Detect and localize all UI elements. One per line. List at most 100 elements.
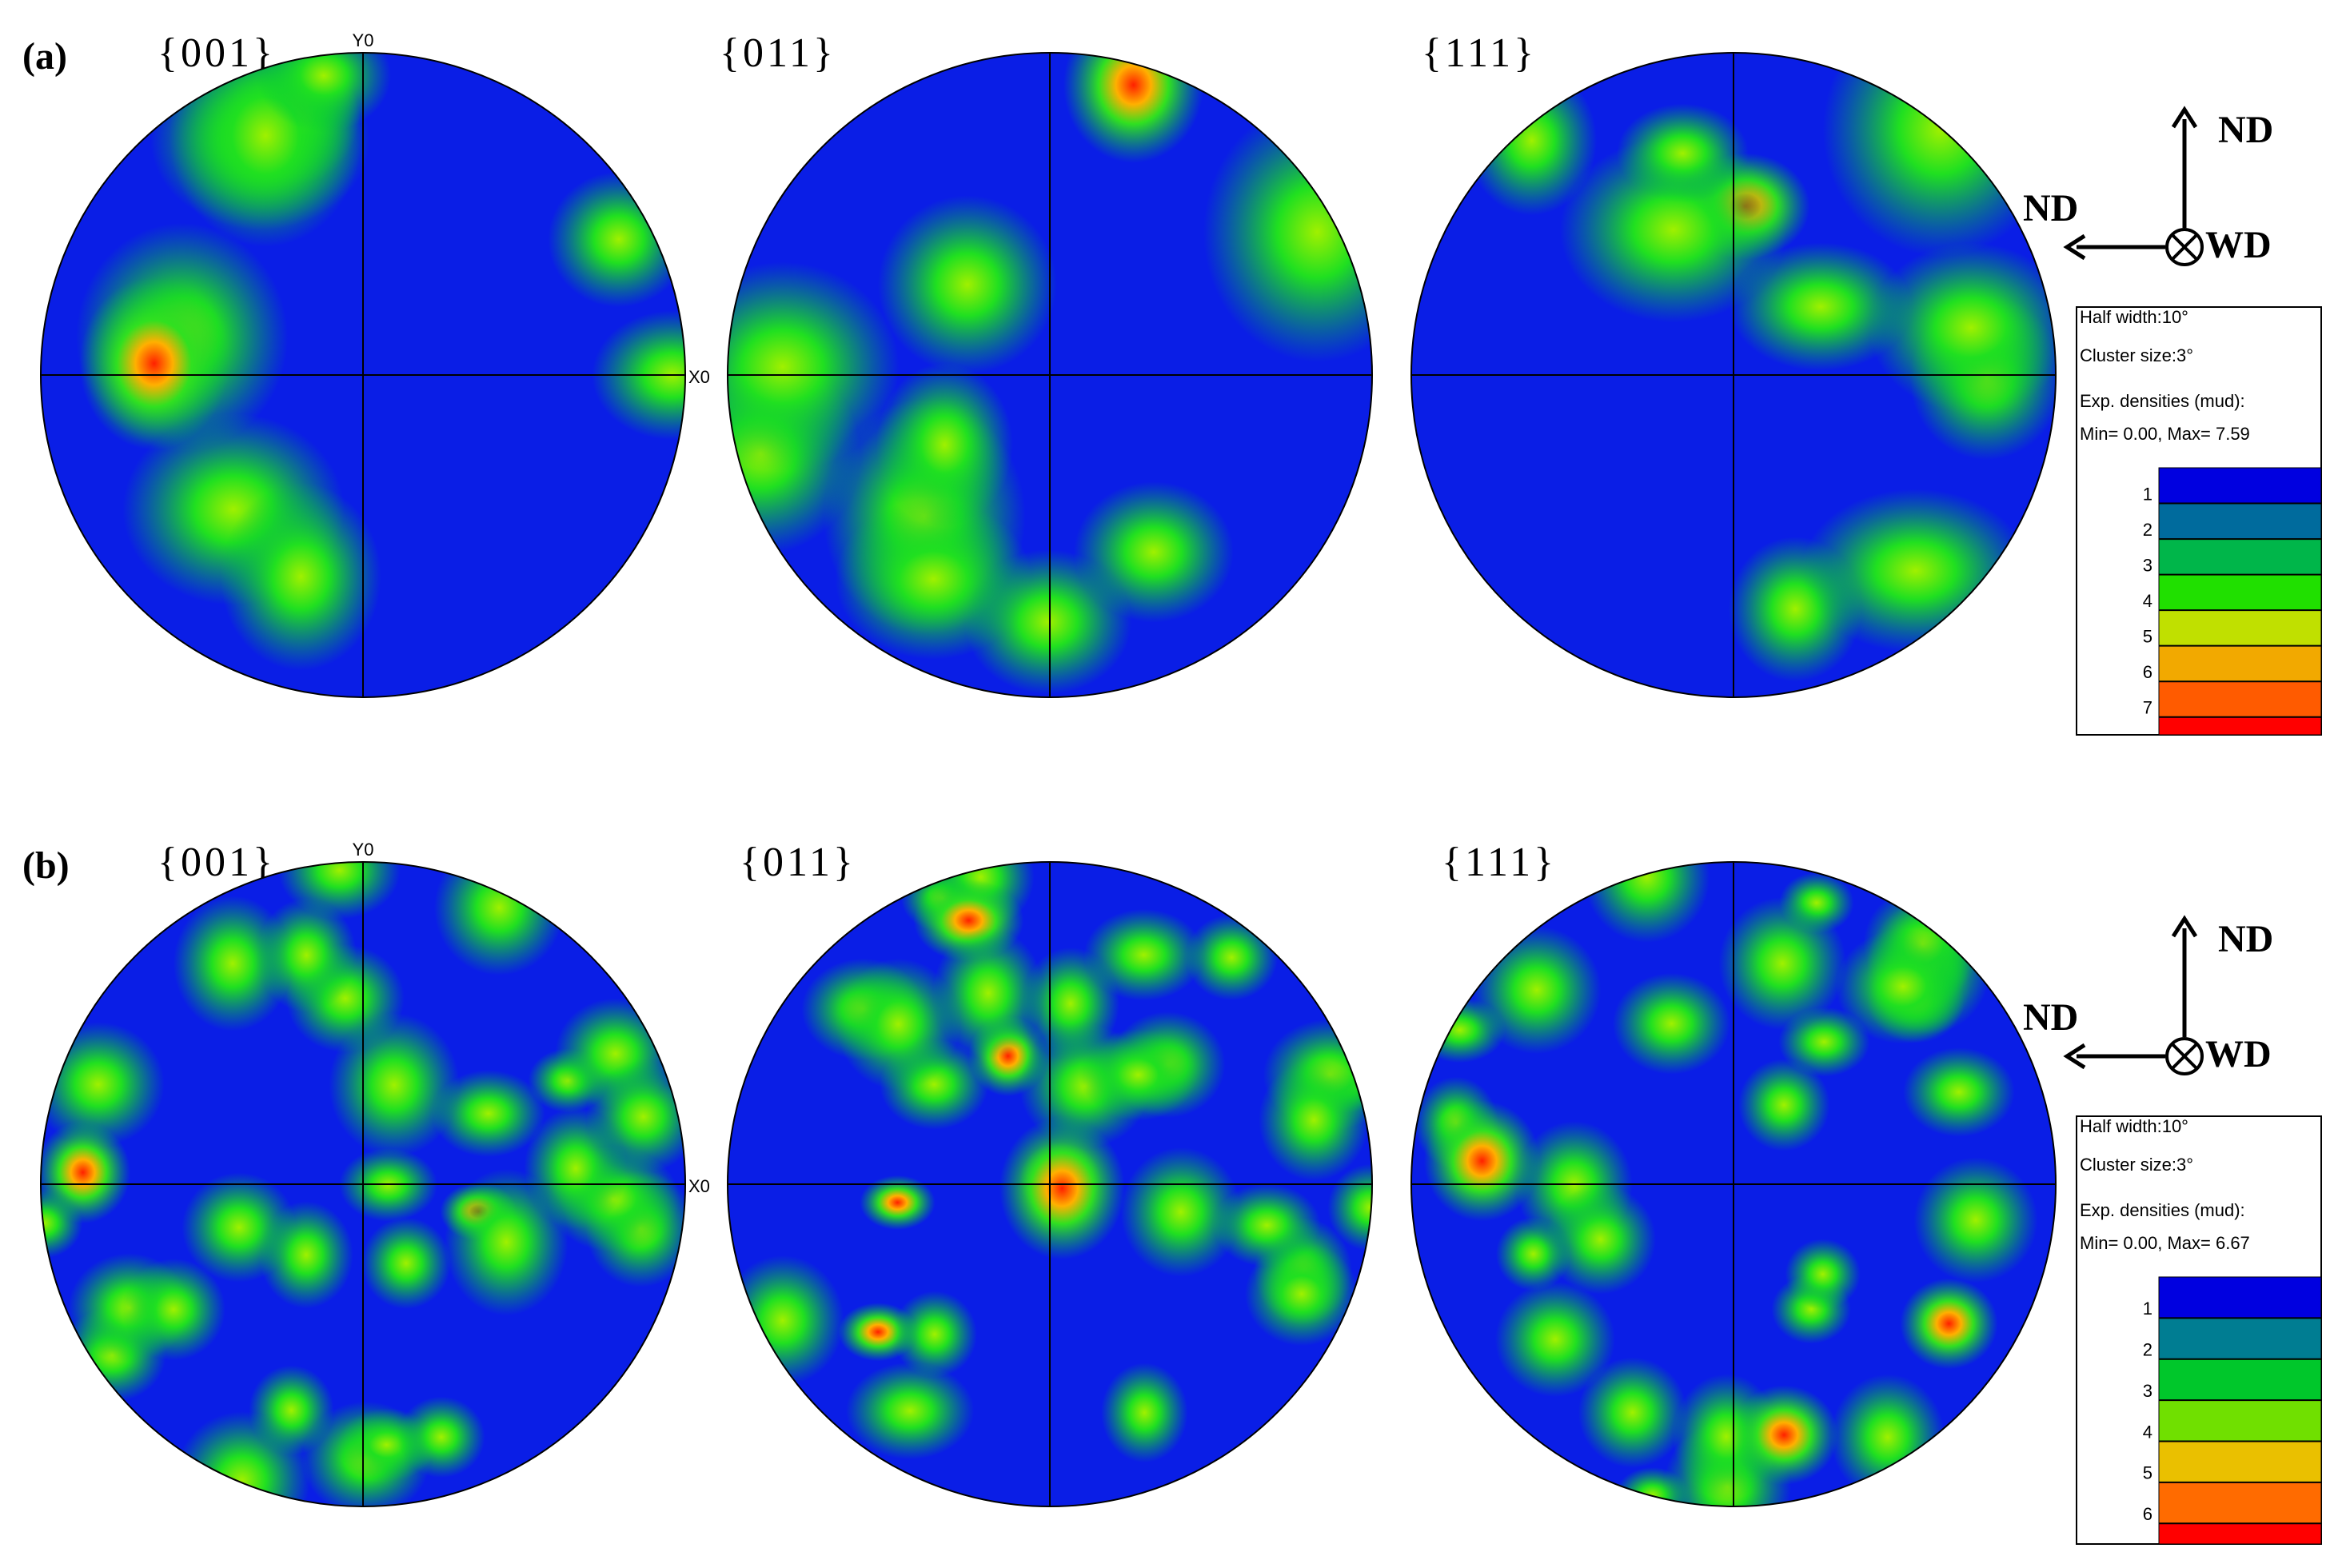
density-blob — [524, 1107, 628, 1230]
level-label: 2 — [2143, 520, 2152, 540]
density-blob — [1617, 103, 1749, 203]
density-blob — [432, 1070, 545, 1157]
pole-figure-title: {111} — [1442, 840, 1557, 885]
legend-text: Half width:10° — [2080, 1116, 2188, 1136]
color-band — [2159, 1318, 2321, 1359]
color-band — [2159, 645, 2321, 682]
pole-figure — [728, 53, 1372, 697]
direction-label: WD — [2205, 1033, 2272, 1075]
density-blob — [259, 1201, 353, 1309]
density-blob — [1738, 1059, 1830, 1151]
arrow-head — [2063, 1043, 2086, 1070]
colorbar-outline — [2158, 1276, 2322, 1545]
color-band — [2159, 1482, 2321, 1524]
color-band — [2159, 468, 2321, 504]
outline — [727, 52, 1373, 698]
legend-text: Exp. densities (mud): — [2080, 391, 2245, 411]
direction-label: ND — [2218, 109, 2273, 151]
level-label: 4 — [2143, 591, 2152, 611]
level-label: 1 — [2143, 1299, 2152, 1319]
density-blob — [836, 958, 960, 1091]
density-blob — [999, 1117, 1125, 1260]
out-of-plane-x — [2171, 233, 2198, 261]
density-blob — [964, 549, 1132, 695]
x-axis-label: X0 — [688, 367, 710, 387]
density-blob — [860, 1175, 936, 1231]
density-blob — [220, 482, 381, 671]
density-blob — [1494, 1282, 1615, 1398]
density-blob — [1245, 1242, 1359, 1347]
density-blob — [1414, 997, 1506, 1063]
arrow-head — [2063, 233, 2086, 261]
density-blob — [728, 1255, 844, 1386]
x-axis-label: X0 — [688, 1176, 710, 1196]
density-blob — [1101, 1363, 1188, 1463]
color-band — [2159, 1277, 2321, 1319]
color-band — [2159, 503, 2321, 540]
outline — [40, 861, 686, 1507]
direction-label: ND — [2023, 187, 2078, 229]
density-blob — [256, 53, 392, 132]
density-blob — [846, 1362, 975, 1460]
color-band — [2159, 1523, 2321, 1544]
level-label: 3 — [2143, 555, 2152, 575]
density-blob — [361, 1217, 451, 1310]
legend-text: Half width:10° — [2080, 307, 2188, 327]
density-blob — [1423, 1100, 1541, 1222]
level-label: 7 — [2143, 698, 2152, 718]
pole-figure-title: {011} — [720, 30, 836, 76]
density-blob — [1203, 102, 1372, 362]
density-blob — [41, 1188, 83, 1259]
level-label: 5 — [2143, 626, 2152, 646]
out-of-plane-x — [2171, 1043, 2198, 1070]
direction-label: ND — [2023, 996, 2078, 1039]
density-blob — [122, 1258, 225, 1361]
panel-label: (a) — [22, 35, 67, 78]
density-blob — [1729, 242, 1913, 371]
legend-text: Min= 0.00, Max= 7.59 — [2080, 424, 2250, 444]
level-label: 6 — [2143, 1504, 2152, 1524]
colorbar-outline — [2158, 467, 2322, 736]
density-blob — [1869, 242, 2056, 413]
outline — [1410, 861, 2057, 1507]
color-band — [2159, 1359, 2321, 1401]
pole-figure-title: {111} — [1422, 30, 1537, 76]
color-band — [2159, 539, 2321, 575]
panel-label: (b) — [22, 844, 70, 887]
density-blob — [728, 261, 900, 472]
density-blob — [1259, 1059, 1370, 1181]
density-blob — [1612, 972, 1730, 1075]
density-blob — [1021, 947, 1119, 1060]
level-label: 6 — [2143, 662, 2152, 682]
level-label: 1 — [2143, 484, 2152, 504]
density-blob — [249, 1365, 334, 1456]
pole-figure — [728, 862, 1372, 1506]
density-blob — [79, 277, 229, 450]
outline — [727, 861, 1373, 1507]
density-blob — [1801, 489, 2030, 653]
direction-label: ND — [2218, 918, 2273, 960]
density-blob — [1830, 1374, 1945, 1501]
pole-figure — [41, 53, 685, 697]
legend-text: Cluster size:3° — [2080, 1155, 2193, 1175]
level-label: 4 — [2143, 1422, 2152, 1442]
pole-figure — [1411, 53, 2056, 697]
pole-figure-title: {011} — [740, 840, 856, 885]
density-blob — [256, 898, 357, 1012]
density-blob — [1615, 1467, 1690, 1506]
density-blob — [877, 195, 1057, 374]
density-blob — [1079, 1028, 1198, 1121]
density-blob — [548, 171, 685, 308]
color-band — [2159, 574, 2321, 611]
direction-label: WD — [2205, 224, 2272, 266]
density-blob — [1063, 53, 1204, 163]
density-blob — [892, 1291, 977, 1378]
density-blob — [1900, 1278, 1998, 1370]
pole-figure-title: {001} — [158, 30, 276, 76]
density-blob — [278, 862, 401, 920]
density-blob — [1913, 1157, 2038, 1283]
color-band — [2159, 610, 2321, 646]
density-blob — [1327, 1163, 1372, 1251]
level-label: 2 — [2143, 1340, 2152, 1360]
